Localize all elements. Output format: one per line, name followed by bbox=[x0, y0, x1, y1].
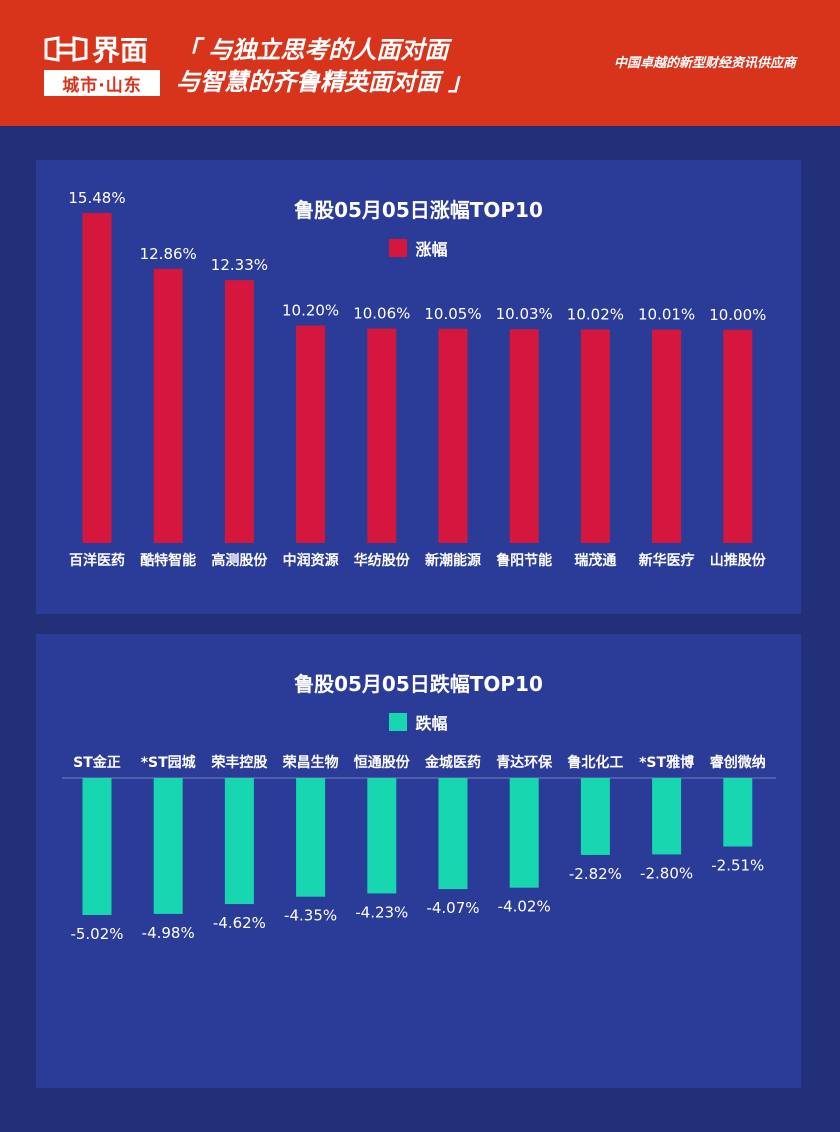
loss-bar-chart: -5.02% ST金正 -4.98% *ST园城 -4.62% 荣丰控股 -4.35% 荣昌生… bbox=[62, 754, 776, 943]
loss-data-label: -4.23% bbox=[355, 903, 408, 921]
loss-bar bbox=[224, 778, 254, 905]
slogan-line-2: 与智慧的齐鲁精英面对面 」 bbox=[176, 68, 473, 96]
loss-bar bbox=[723, 778, 753, 847]
loss-category-label: 金城医药 bbox=[424, 754, 481, 771]
loss-legend-swatch bbox=[389, 713, 408, 731]
gain-category-label: 鲁阳节能 bbox=[495, 552, 552, 569]
loss-bar bbox=[438, 778, 468, 890]
gain-data-label: 15.48% bbox=[68, 189, 125, 207]
gain-data-label: 12.33% bbox=[211, 256, 268, 274]
gain-legend-swatch bbox=[389, 239, 408, 257]
loss-category-label: ST金正 bbox=[73, 754, 121, 771]
loss-bar bbox=[509, 778, 539, 888]
loss-chart-panel: 鲁股05月05日跌幅TOP10 跌幅 -5.02% ST金正 -4.98% *ST园城… bbox=[36, 634, 801, 1088]
gain-bar-chart: 15.48% 百洋医药 12.86% 酷特智能 12.33% 高测股份 10.20% 中润资源… bbox=[68, 189, 767, 569]
gain-category-label: 高测股份 bbox=[211, 552, 268, 569]
gain-category-label: 中润资源 bbox=[283, 552, 339, 569]
loss-category-label: 荣丰控股 bbox=[210, 754, 268, 771]
slogan-line-1: 「 与独立思考的人面对面 bbox=[176, 36, 449, 64]
gain-data-label: 10.01% bbox=[638, 306, 695, 324]
gain-category-label: 酷特智能 bbox=[140, 552, 196, 569]
gain-legend-label: 涨幅 bbox=[415, 240, 448, 259]
gain-bar bbox=[723, 329, 753, 543]
loss-chart-title: 鲁股05月05日跌幅TOP10 bbox=[294, 672, 543, 696]
gain-category-label: 瑞茂通 bbox=[574, 552, 616, 569]
loss-category-label: *ST园城 bbox=[141, 754, 196, 771]
gain-bar bbox=[367, 328, 397, 543]
loss-bar bbox=[153, 778, 183, 914]
loss-data-label: -2.51% bbox=[711, 857, 764, 875]
gain-data-label: 10.00% bbox=[709, 306, 766, 324]
gain-chart-title: 鲁股05月05日涨幅TOP10 bbox=[294, 198, 543, 222]
logo-sub: 城市·山东 bbox=[44, 70, 160, 96]
gain-data-label: 10.02% bbox=[567, 305, 624, 323]
loss-bar bbox=[296, 778, 326, 897]
gain-bar bbox=[509, 329, 539, 543]
loss-category-label: 荣昌生物 bbox=[282, 754, 339, 771]
loss-category-label: 恒通股份 bbox=[354, 754, 411, 771]
loss-data-label: -5.02% bbox=[70, 925, 123, 943]
loss-legend: 跌幅 bbox=[36, 710, 801, 734]
loss-category-label: 青达环保 bbox=[496, 754, 553, 771]
gain-legend: 涨幅 bbox=[36, 236, 801, 260]
loss-bar bbox=[652, 778, 682, 855]
gain-category-label: 新华医疗 bbox=[639, 552, 695, 569]
loss-legend-label: 跌幅 bbox=[415, 714, 448, 733]
gain-bar bbox=[580, 329, 610, 543]
loss-data-label: -4.02% bbox=[498, 898, 551, 916]
logo-mark-icon bbox=[44, 36, 88, 62]
gain-bar bbox=[296, 325, 326, 543]
gain-data-label: 10.20% bbox=[282, 302, 339, 320]
logo: 界面 城市·山东 bbox=[44, 32, 160, 98]
loss-category-label: 睿创微纳 bbox=[709, 754, 766, 771]
gain-data-label: 10.03% bbox=[496, 305, 553, 323]
gain-category-label: 百洋医药 bbox=[69, 552, 125, 569]
gain-data-label: 10.05% bbox=[424, 305, 481, 323]
header-banner: 界面 城市·山东 「 与独立思考的人面对面 与智慧的齐鲁精英面对面 」 中国卓越… bbox=[0, 0, 840, 126]
loss-category-label: 鲁北化工 bbox=[566, 754, 623, 771]
gain-chart-panel: 鲁股05月05日涨幅TOP10 涨幅 15.48% 百洋医药 12.86% 酷特智能 1… bbox=[36, 160, 801, 614]
loss-data-label: -4.35% bbox=[284, 907, 337, 925]
logo-main: 界面 bbox=[44, 32, 160, 67]
gain-category-label: 华纺股份 bbox=[354, 552, 411, 569]
loss-data-label: -4.98% bbox=[142, 924, 195, 942]
gain-bar bbox=[224, 280, 254, 543]
loss-bar bbox=[82, 778, 112, 915]
loss-data-label: -4.07% bbox=[426, 899, 479, 917]
gain-bar bbox=[82, 213, 112, 543]
gain-bar bbox=[153, 268, 183, 543]
provider-tagline: 中国卓越的新型财经资讯供应商 bbox=[613, 56, 796, 71]
gain-data-label: 12.86% bbox=[140, 245, 197, 263]
gain-bar bbox=[652, 329, 682, 543]
logo-main-text: 界面 bbox=[92, 34, 149, 67]
loss-category-label: *ST雅博 bbox=[639, 754, 694, 771]
loss-data-label: -2.80% bbox=[640, 864, 693, 882]
loss-data-label: -4.62% bbox=[213, 914, 266, 932]
gain-category-label: 新潮能源 bbox=[425, 552, 481, 569]
gain-bar bbox=[438, 328, 468, 543]
loss-bar bbox=[367, 778, 397, 894]
loss-bar bbox=[580, 778, 610, 855]
slogan: 「 与独立思考的人面对面 与智慧的齐鲁精英面对面 」 bbox=[176, 34, 472, 98]
loss-data-label: -2.82% bbox=[569, 865, 622, 883]
gain-data-label: 10.06% bbox=[353, 305, 410, 323]
gain-category-label: 山推股份 bbox=[710, 552, 767, 569]
